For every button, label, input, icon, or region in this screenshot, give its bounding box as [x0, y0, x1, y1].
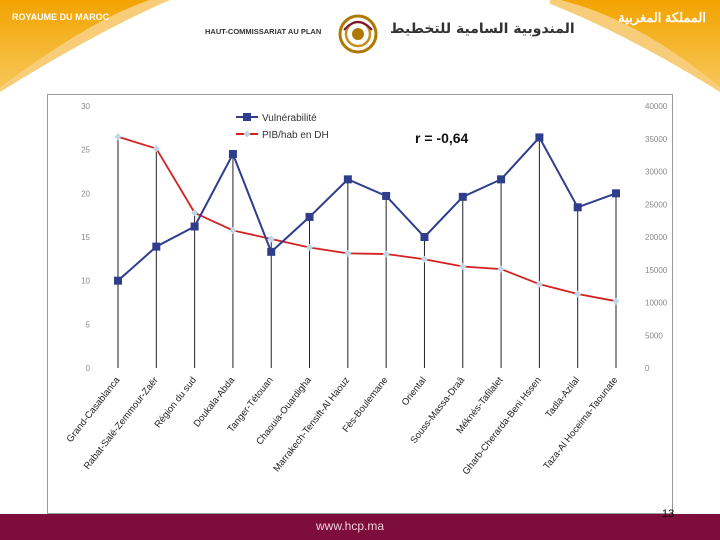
series-line-pib	[117, 135, 617, 303]
left-axis-tick-label: 20	[81, 189, 90, 198]
category-label: Tadla-Azilal	[543, 375, 582, 420]
page-number: 13	[662, 508, 675, 520]
right-axis-tick-label: 35000	[645, 135, 668, 144]
pib-point	[344, 249, 352, 257]
header-banner	[0, 0, 720, 92]
vulnerabilite-point	[114, 276, 122, 285]
category-label: Oriental	[400, 375, 429, 408]
pib-point	[229, 226, 237, 234]
pib-point	[306, 243, 314, 251]
vulnerabilite-point	[228, 150, 237, 159]
vulnerabilite-point	[573, 203, 582, 212]
pib-point	[574, 290, 582, 298]
right-axis-tick-label: 30000	[645, 168, 668, 177]
legend-label-vulnerabilite: Vulnérabilité	[262, 113, 317, 124]
org-name-ar: المندوبية السامية للتخطيط	[390, 21, 575, 37]
vulnerabilite-point	[190, 222, 199, 231]
correlation-annotation: r = -0,64	[415, 130, 469, 146]
left-axis-tick-label: 30	[81, 102, 90, 111]
vulnerabilite-point	[343, 175, 352, 184]
pib-point	[152, 145, 160, 153]
pib-point	[382, 250, 390, 258]
vulnerabilite-point	[267, 247, 276, 256]
kingdom-label-fr: ROYAUME DU MAROC	[12, 12, 110, 22]
legend-marker-vulnerabilite	[243, 113, 251, 121]
kingdom-label-ar: المملكة المغربية	[618, 10, 706, 25]
pib-point	[191, 209, 199, 217]
vulnerabilite-point	[382, 191, 391, 200]
chart-frame	[47, 94, 673, 514]
right-axis-tick-label: 25000	[645, 200, 668, 209]
right-axis-tick-label: 15000	[645, 266, 668, 275]
category-label: Taza-Al Hoceima-Taounate	[541, 375, 620, 472]
pib-point	[497, 265, 505, 273]
left-axis-tick-label: 0	[86, 364, 91, 373]
category-label: Rabat-Salé-Zemmour-Zaër	[82, 375, 161, 472]
legend-marker-pib	[243, 130, 251, 138]
category-label: Gharb-Cherarda-Beni Hssen	[461, 375, 544, 477]
hcp-logo-icon	[338, 14, 378, 54]
vulnerabilite-point	[305, 212, 314, 221]
left-axis-tick-label: 25	[81, 146, 90, 155]
vulnerabilite-point	[458, 192, 467, 201]
right-axis-tick-label: 20000	[645, 233, 668, 242]
vulnerabilite-point	[612, 189, 620, 198]
vulnerabilite-point	[535, 133, 544, 142]
right-axis-tick-label: 40000	[645, 102, 668, 111]
category-label: Marrakech-Tensift-Al Haouz	[271, 375, 352, 474]
pib-point	[420, 255, 428, 263]
vulnerabilite-point	[152, 242, 161, 251]
vulnerabilite-point	[497, 175, 506, 184]
org-name-fr: HAUT-COMMISSARIAT AU PLAN	[205, 27, 322, 36]
pib-point	[114, 133, 122, 141]
right-axis-tick-label: 5000	[645, 331, 663, 340]
right-axis-tick-label: 0	[645, 364, 650, 373]
left-axis-tick-label: 15	[81, 233, 90, 242]
legend-label-pib: PIB/hab en DH	[262, 130, 329, 141]
pib-point	[612, 297, 620, 305]
left-axis-tick-label: 5	[86, 320, 91, 329]
pib-point	[267, 235, 275, 243]
series-line-vulnerabilite	[117, 135, 617, 282]
left-axis-tick-label: 10	[81, 277, 90, 286]
pib-point	[535, 280, 543, 288]
right-axis-tick-label: 10000	[645, 299, 668, 308]
footer-url[interactable]: www.hcp.ma	[316, 519, 385, 533]
footer-bar	[0, 514, 720, 540]
vulnerabilite-point	[420, 233, 429, 241]
pib-point	[459, 262, 467, 270]
